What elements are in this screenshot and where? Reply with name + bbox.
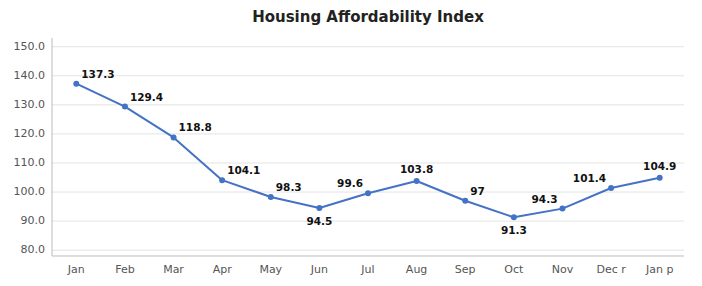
y-tick-label: 90.0 xyxy=(21,214,46,227)
marker xyxy=(559,206,565,212)
x-tick-label: Nov xyxy=(552,263,574,276)
chart-svg: Housing Affordability Index 80.0 90.0 100.0… xyxy=(0,0,702,286)
data-label: 137.3 xyxy=(81,68,114,80)
x-tick-label: Jan p xyxy=(645,263,673,276)
marker xyxy=(365,190,371,196)
data-label: 91.3 xyxy=(501,224,527,236)
x-tick-label: Feb xyxy=(115,263,134,276)
marker xyxy=(316,205,322,211)
data-label: 94.5 xyxy=(306,215,332,227)
marker xyxy=(171,134,177,140)
x-tick-label: Jul xyxy=(360,263,374,276)
data-label: 101.4 xyxy=(573,172,606,184)
grid-line xyxy=(52,133,684,134)
x-tick-label: May xyxy=(259,263,282,276)
data-label: 97 xyxy=(470,185,485,197)
y-tick-label: 110.0 xyxy=(14,156,46,169)
marker xyxy=(608,185,614,191)
x-tick-label: Jun xyxy=(310,263,328,276)
y-tick-label: 140.0 xyxy=(14,69,46,82)
grid-line xyxy=(52,250,684,251)
y-tick-label: 80.0 xyxy=(21,243,46,256)
marker xyxy=(122,104,128,110)
marker xyxy=(219,177,225,183)
data-label: 99.6 xyxy=(337,177,363,189)
marker xyxy=(414,178,420,184)
marker xyxy=(657,175,663,181)
data-label: 94.3 xyxy=(532,193,558,205)
plot-area xyxy=(73,81,662,221)
x-tick-label: Sep xyxy=(455,263,476,276)
data-label: 104.1 xyxy=(227,164,260,176)
data-label: 118.8 xyxy=(179,121,212,133)
grid-line xyxy=(52,46,684,47)
marker xyxy=(511,214,517,220)
data-labels: 137.3 129.4 118.8 104.1 98.3 94.5 99.6 103.8 97 9… xyxy=(81,68,676,237)
data-label: 98.3 xyxy=(276,181,302,193)
y-grid xyxy=(52,47,684,250)
marker xyxy=(462,198,468,204)
x-tick-label: Mar xyxy=(163,263,184,276)
x-tick-label: Aug xyxy=(406,263,427,276)
grid-line xyxy=(52,221,684,222)
x-tick-label: Apr xyxy=(213,263,233,276)
chart-container: Housing Affordability Index 80.0 90.0 100.0… xyxy=(0,0,702,286)
y-tick-label: 130.0 xyxy=(14,98,46,111)
y-tick-label: 100.0 xyxy=(14,185,46,198)
x-tick-label: Dec r xyxy=(596,263,626,276)
x-axis-line xyxy=(52,256,684,257)
data-label: 104.9 xyxy=(643,160,676,172)
y-tick-label: 150.0 xyxy=(14,40,46,53)
grid-line xyxy=(52,104,684,105)
y-axis-line xyxy=(52,38,53,256)
data-label: 129.4 xyxy=(130,91,163,103)
x-tick-label: Jan xyxy=(67,263,85,276)
marker xyxy=(73,81,79,87)
marker xyxy=(268,194,274,200)
y-tick-label: 120.0 xyxy=(14,127,46,140)
line xyxy=(76,84,659,218)
grid-line xyxy=(52,162,684,163)
x-tick-label: Oct xyxy=(504,263,524,276)
title: Housing Affordability Index xyxy=(252,8,484,26)
grid-line xyxy=(52,75,684,76)
data-label: 103.8 xyxy=(400,163,433,175)
